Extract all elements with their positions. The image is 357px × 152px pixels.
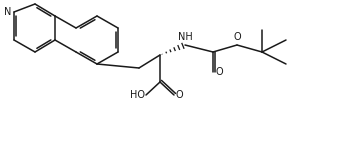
Text: O: O xyxy=(176,90,183,100)
Text: O: O xyxy=(233,32,241,42)
Text: HO: HO xyxy=(130,90,145,100)
Text: NH: NH xyxy=(178,32,192,42)
Text: O: O xyxy=(215,67,223,77)
Text: N: N xyxy=(4,7,11,17)
